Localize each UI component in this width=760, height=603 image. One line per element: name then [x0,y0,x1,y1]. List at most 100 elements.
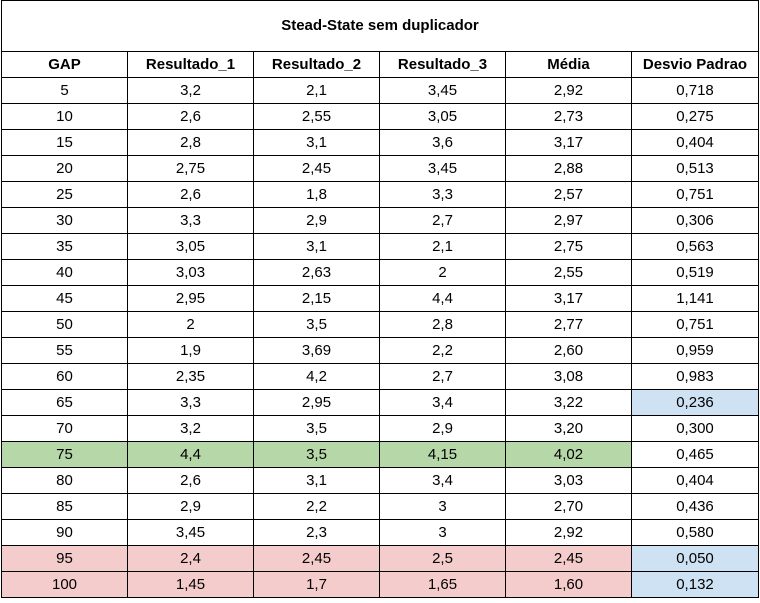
table-row: 45 2,95 2,15 4,4 3,17 1,141 [1,285,759,312]
media-cell: 2,92 [505,519,632,546]
resultado-2-cell: 3,1 [253,129,380,156]
desvio-padrao-cell: 0,718 [631,77,759,104]
table-row: 75 4,4 3,5 4,15 4,02 0,465 [1,441,759,468]
media-cell: 3,03 [505,467,632,494]
gap-cell: 75 [1,441,128,468]
desvio-padrao-cell: 0,465 [631,441,759,468]
resultado-2-cell: 2,95 [253,389,380,416]
gap-cell: 25 [1,181,128,208]
table-row: 15 2,8 3,1 3,6 3,17 0,404 [1,129,759,156]
media-cell: 2,92 [505,77,632,104]
table-row: 35 3,05 3,1 2,1 2,75 0,563 [1,233,759,260]
media-cell: 3,17 [505,129,632,156]
gap-cell: 50 [1,311,128,338]
resultado-1-cell: 1,9 [127,337,254,364]
resultado-1-cell: 2,4 [127,545,254,572]
desvio-padrao-cell: 0,751 [631,181,759,208]
resultado-3-cell: 2,1 [379,233,506,260]
gap-cell: 5 [1,77,128,104]
resultado-2-cell: 2,9 [253,207,380,234]
resultado-3-cell: 3 [379,493,506,520]
resultado-1-cell: 2,75 [127,155,254,182]
media-cell: 2,88 [505,155,632,182]
resultado-2-cell: 2,15 [253,285,380,312]
resultado-1-cell: 2,6 [127,103,254,130]
table-row: 5 3,2 2,1 3,45 2,92 0,718 [1,77,759,104]
resultado-3-cell: 2,8 [379,311,506,338]
desvio-padrao-cell: 0,436 [631,493,759,520]
resultado-2-cell: 3,1 [253,467,380,494]
resultado-2-cell: 1,8 [253,181,380,208]
resultado-1-cell: 3,3 [127,389,254,416]
gap-cell: 85 [1,493,128,520]
table-row: 10 2,6 2,55 3,05 2,73 0,275 [1,103,759,130]
header-resultado-2: Resultado_2 [253,51,380,78]
resultado-3-cell: 4,15 [379,441,506,468]
resultado-3-cell: 3,3 [379,181,506,208]
desvio-padrao-cell: 0,751 [631,311,759,338]
resultado-2-cell: 1,7 [253,571,380,598]
resultado-1-cell: 2 [127,311,254,338]
media-cell: 3,20 [505,415,632,442]
gap-cell: 80 [1,467,128,494]
header-row: GAP Resultado_1 Resultado_2 Resultado_3 … [1,51,759,78]
media-cell: 2,57 [505,181,632,208]
resultado-2-cell: 3,5 [253,415,380,442]
resultado-1-cell: 3,2 [127,77,254,104]
resultado-1-cell: 3,2 [127,415,254,442]
desvio-padrao-cell: 0,513 [631,155,759,182]
resultado-3-cell: 3,4 [379,467,506,494]
desvio-padrao-cell: 0,404 [631,467,759,494]
resultado-2-cell: 2,45 [253,545,380,572]
table-row: 40 3,03 2,63 2 2,55 0,519 [1,259,759,286]
gap-cell: 55 [1,337,128,364]
gap-cell: 10 [1,103,128,130]
media-cell: 2,70 [505,493,632,520]
resultado-2-cell: 3,69 [253,337,380,364]
gap-cell: 20 [1,155,128,182]
desvio-padrao-cell: 0,300 [631,415,759,442]
table-row: 55 1,9 3,69 2,2 2,60 0,959 [1,337,759,364]
header-desvio-padrao: Desvio Padrao [631,51,759,78]
desvio-padrao-cell: 1,141 [631,285,759,312]
resultado-3-cell: 2,2 [379,337,506,364]
media-cell: 2,73 [505,103,632,130]
resultado-3-cell: 3,45 [379,155,506,182]
resultado-1-cell: 2,35 [127,363,254,390]
header-resultado-3: Resultado_3 [379,51,506,78]
desvio-padrao-cell: 0,983 [631,363,759,390]
gap-cell: 30 [1,207,128,234]
gap-cell: 70 [1,415,128,442]
table-row: 90 3,45 2,3 3 2,92 0,580 [1,519,759,546]
resultado-2-cell: 2,55 [253,103,380,130]
gap-cell: 95 [1,545,128,572]
desvio-padrao-cell: 0,580 [631,519,759,546]
media-cell: 2,75 [505,233,632,260]
resultado-3-cell: 3,05 [379,103,506,130]
desvio-padrao-cell: 0,959 [631,337,759,364]
media-cell: 4,02 [505,441,632,468]
resultado-1-cell: 2,95 [127,285,254,312]
resultado-2-cell: 3,5 [253,311,380,338]
header-media: Média [505,51,632,78]
resultado-2-cell: 3,1 [253,233,380,260]
gap-cell: 100 [1,571,128,598]
table-row: 60 2,35 4,2 2,7 3,08 0,983 [1,363,759,390]
resultado-1-cell: 3,45 [127,519,254,546]
resultado-3-cell: 3,45 [379,77,506,104]
resultado-1-cell: 2,8 [127,129,254,156]
table-title: Stead-State sem duplicador [1,0,759,52]
header-gap: GAP [1,51,128,78]
table-row: 20 2,75 2,45 3,45 2,88 0,513 [1,155,759,182]
desvio-padrao-cell: 0,519 [631,259,759,286]
media-cell: 3,17 [505,285,632,312]
resultado-1-cell: 2,6 [127,467,254,494]
resultado-2-cell: 2,63 [253,259,380,286]
desvio-padrao-cell: 0,236 [631,389,759,416]
resultado-3-cell: 3,4 [379,389,506,416]
resultado-1-cell: 4,4 [127,441,254,468]
table-row: 80 2,6 3,1 3,4 3,03 0,404 [1,467,759,494]
resultado-3-cell: 1,65 [379,571,506,598]
gap-cell: 40 [1,259,128,286]
